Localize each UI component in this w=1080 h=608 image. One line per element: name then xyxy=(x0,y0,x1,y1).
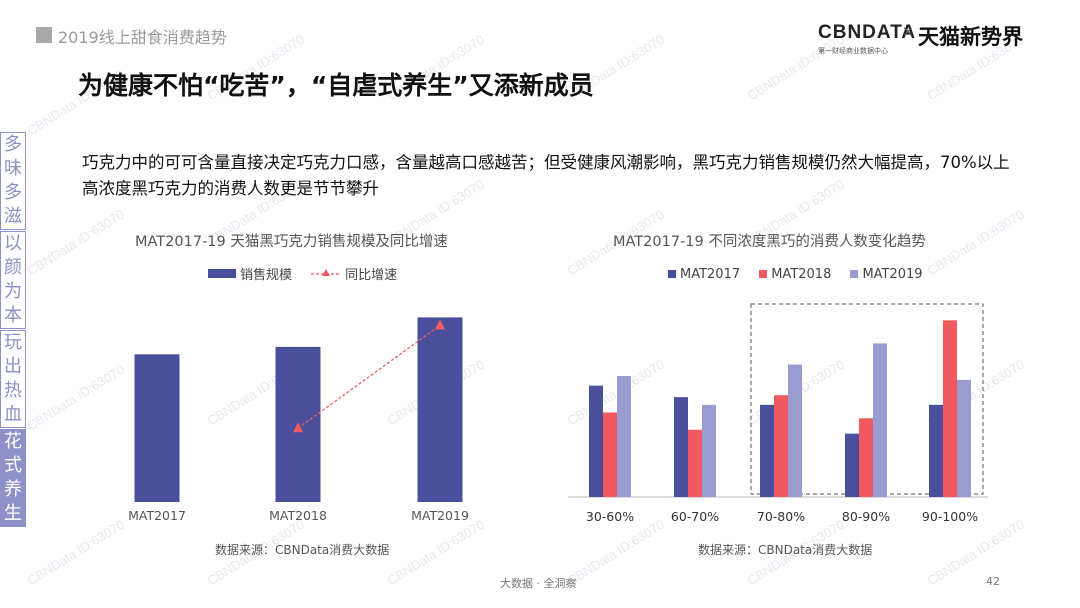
sidebar-char: 多 xyxy=(4,182,22,203)
legend-label-sales: 销售规模 xyxy=(240,268,293,283)
growth-line-segment xyxy=(297,324,441,429)
sidebar-char: 为 xyxy=(4,281,22,302)
x-tick-label: 60-70% xyxy=(671,509,719,524)
sidebar-char: 滋 xyxy=(4,206,22,227)
sales-bar xyxy=(134,354,180,502)
sidebar-section-0[interactable]: 多味多滋 xyxy=(0,132,26,230)
left-chart-legend: 销售规模 同比增速 xyxy=(208,263,411,283)
x-tick-label: 90-100% xyxy=(922,509,978,524)
footer-slogan: 大数据 · 全洞察 xyxy=(500,577,577,590)
legend-label-mat2019: MAT2019 xyxy=(862,266,923,282)
legend-label-mat2017: MAT2017 xyxy=(680,266,741,282)
bar-mat2017 xyxy=(674,397,688,497)
x-tick-label: 80-90% xyxy=(842,509,890,524)
x-tick-label: 70-80% xyxy=(757,509,805,524)
sidebar-char: 多 xyxy=(4,134,22,155)
bar-mat2018 xyxy=(603,412,617,497)
right-chart-title: MAT2017-19 不同浓度黑巧的消费人数变化趋势 xyxy=(613,234,926,250)
x-tick-label: MAT2019 xyxy=(411,508,469,523)
watermark-text: CBNData ID:63070 xyxy=(24,206,127,279)
sidebar-nav: 多味多滋以颜为本玩出热血花式养生 xyxy=(0,132,26,528)
x-tick-label: MAT2017 xyxy=(128,508,186,523)
legend-swatch-sales xyxy=(208,269,236,278)
bar-mat2017 xyxy=(929,404,943,497)
section-title: 2019线上甜食消费趋势 xyxy=(58,28,227,47)
legend-swatch-growth xyxy=(311,269,342,276)
legend-item-growth: 同比增速 xyxy=(311,264,397,283)
sidebar-char: 式 xyxy=(4,455,22,476)
page-number: 42 xyxy=(986,575,1000,588)
legend-item-mat2017: MAT2017 xyxy=(668,267,740,282)
brand-logos: CBNDATA 第一财经商业数据中心 × 天猫新势界 xyxy=(818,20,1048,60)
sidebar-char: 味 xyxy=(4,158,22,179)
bar-mat2019 xyxy=(617,376,631,497)
sidebar-char: 出 xyxy=(4,356,22,377)
sidebar-char: 血 xyxy=(4,404,22,425)
cbndata-logo: CBNDATA xyxy=(818,22,917,43)
legend-item-sales: 销售规模 xyxy=(208,264,292,283)
watermark-text: CBNData ID:63070 xyxy=(924,206,1027,279)
bar-mat2019 xyxy=(788,364,802,497)
bar-mat2019 xyxy=(957,379,971,497)
sidebar-char: 生 xyxy=(4,503,22,524)
sidebar-char: 本 xyxy=(4,305,22,326)
legend-label-mat2018: MAT2018 xyxy=(771,266,832,282)
right-chart-legend: MAT2017 MAT2018 MAT2019 xyxy=(668,263,937,282)
x-tick-label: MAT2018 xyxy=(269,508,327,523)
summary-text: 巧克力中的可可含量直接决定巧克力口感，含量越高口感越苦；但受健康风潮影响，黑巧克… xyxy=(82,153,1010,198)
sidebar-section-2[interactable]: 玩出热血 xyxy=(0,330,26,428)
legend-swatch-mat2019 xyxy=(850,270,859,278)
right-chart-source: 数据来源：CBNData消费大数据 xyxy=(698,543,873,557)
brand-separator: × xyxy=(902,24,914,40)
bar-mat2017 xyxy=(589,385,603,497)
bar-mat2018 xyxy=(943,320,957,497)
bar-mat2018 xyxy=(859,418,873,497)
sidebar-section-1[interactable]: 以颜为本 xyxy=(0,231,26,329)
bar-mat2019 xyxy=(873,343,887,497)
sales-bar xyxy=(417,317,463,502)
left-chart-title: MAT2017-19 天猫黑巧克力销售规模及同比增速 xyxy=(135,234,448,250)
sidebar-char: 玩 xyxy=(4,332,22,353)
legend-label-growth: 同比增速 xyxy=(345,267,398,283)
legend-item-mat2019: MAT2019 xyxy=(850,266,923,282)
sidebar-char: 以 xyxy=(4,233,22,254)
growth-point xyxy=(293,422,303,433)
highlight-box xyxy=(750,303,984,495)
sidebar-char: 颜 xyxy=(4,257,22,278)
page-title: 为健康不怕“吃苦”，“自虐式养生”又添新成员 xyxy=(78,71,594,100)
bar-mat2017 xyxy=(760,404,774,497)
right-chart-svg: 30-60% 60-70% 70-80% 80-90% 90-100% xyxy=(568,303,988,524)
bar-mat2019 xyxy=(702,404,716,497)
cbndata-logo-subtitle: 第一财经商业数据中心 xyxy=(818,47,888,55)
legend-swatch-mat2017 xyxy=(668,270,676,278)
legend-swatch-mat2018 xyxy=(759,270,768,278)
bar-mat2018 xyxy=(688,429,702,497)
x-tick-label: 30-60% xyxy=(586,509,634,524)
growth-point xyxy=(435,319,445,330)
bar-mat2017 xyxy=(845,433,859,497)
bar-mat2018 xyxy=(774,395,788,497)
sidebar-char: 花 xyxy=(4,431,22,452)
sidebar-section-3[interactable]: 花式养生 xyxy=(0,429,26,527)
left-chart-svg: MAT2017 MAT2018 MAT2019 xyxy=(128,317,469,523)
tmall-logo: 天猫新势界 xyxy=(918,25,1023,49)
section-marker xyxy=(36,27,52,43)
sidebar-char: 热 xyxy=(4,380,22,401)
legend-item-mat2018: MAT2018 xyxy=(759,267,831,282)
left-chart-source: 数据来源：CBNData消费大数据 xyxy=(215,543,390,557)
sidebar-char: 养 xyxy=(4,479,22,500)
